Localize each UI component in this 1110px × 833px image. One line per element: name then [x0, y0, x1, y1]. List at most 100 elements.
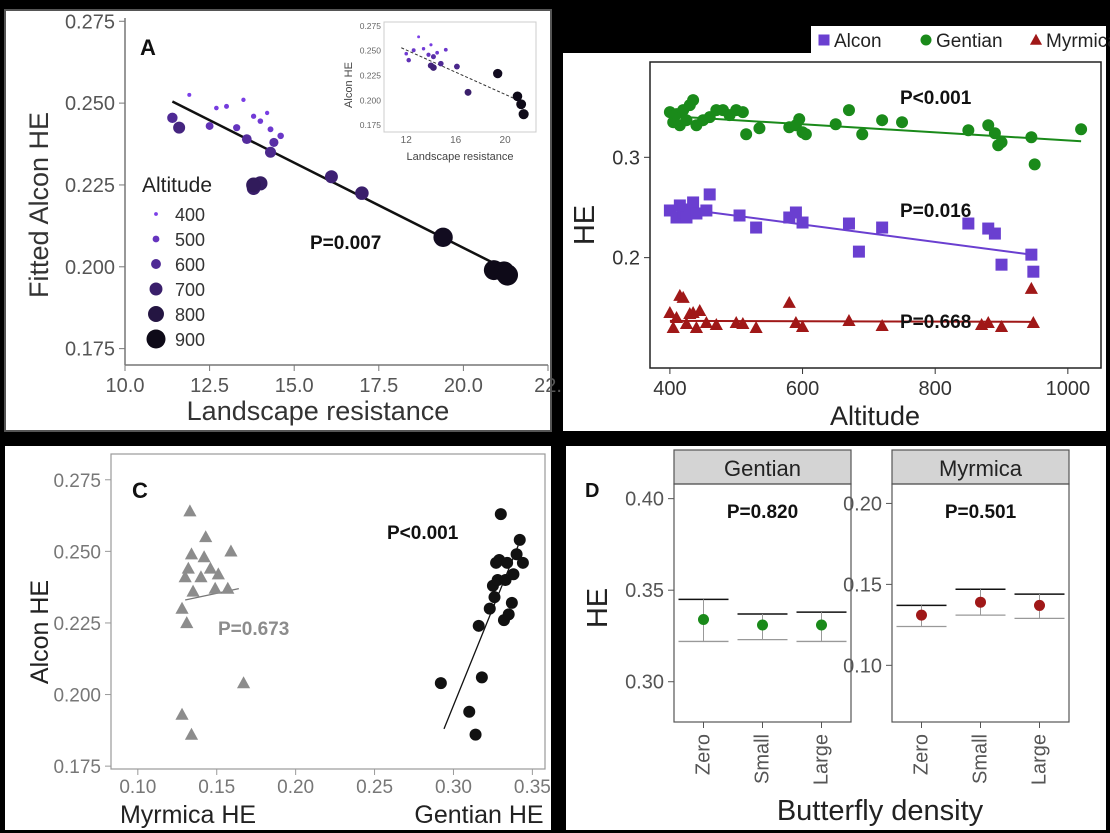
panel-a-inset-data-point: [406, 57, 411, 63]
panel-a-inset-data-point: [493, 68, 503, 79]
panel-a-inset-data-point: [430, 54, 436, 60]
panel-a-x-tick-label: 12.5: [190, 375, 229, 397]
panel-c-data-point: [513, 533, 526, 546]
panel-a-legend-title: Altitude: [142, 174, 212, 197]
panel-d-x-tick-label: Large: [1029, 734, 1051, 785]
panel-c-data-point: [175, 707, 189, 720]
panel-b-data-point-gentian: [896, 116, 909, 129]
panel-a-legend-label: 900: [175, 330, 205, 350]
panel-b-data-point-myrmica: [676, 290, 690, 303]
panel-a-data-point: [167, 112, 178, 124]
panel-d-y-tick-label: 0.15: [843, 574, 882, 596]
panel-c-data-point: [221, 581, 235, 594]
panel-a-inset-y-tick-label: 0.275: [360, 21, 382, 31]
panel-a-x-axis-label: Landscape resistance: [187, 396, 450, 426]
panel-d-p-value: P=0.820: [727, 502, 798, 523]
panel-a-legend-swatch: [148, 306, 164, 322]
panel-b-legend-swatch-myrmica: [1029, 33, 1043, 45]
panel-b-y-axis-label: HE: [569, 205, 601, 245]
panel-a-inset-data-point: [453, 63, 460, 70]
panel-a-trend-line: [171, 100, 512, 273]
panel-b-data-point-alcon: [687, 196, 700, 209]
panel-b-data-point-myrmica: [842, 314, 856, 326]
panel-d-x-tick-label: Large: [811, 734, 833, 785]
panel-b-x-tick-label: 800: [919, 378, 952, 400]
panel-a-inset-y-tick-label: 0.225: [360, 71, 382, 81]
panel-b-data-point-gentian: [1028, 158, 1041, 171]
panel-d-x-tick-label: Small: [752, 734, 774, 784]
panel-a-inset-y-tick-label: 0.200: [360, 95, 382, 105]
panel-b-data-point-myrmica: [1024, 281, 1038, 294]
panel-d-y-tick-label: 0.30: [625, 672, 664, 694]
panel-b-data-point-gentian: [740, 128, 753, 141]
panel-b-data-point-gentian: [736, 106, 749, 119]
panel-b-data-point-myrmica: [709, 318, 723, 330]
panel-a-x-tick-label: 20.0: [444, 375, 483, 397]
panel-b-data-point-myrmica: [693, 303, 707, 316]
panel-a-inset-data-point: [464, 88, 472, 96]
panel-c-data-point: [183, 504, 197, 517]
panel-a-legend-swatch: [152, 235, 160, 243]
panel-a-data-point: [246, 177, 262, 193]
panel-c-y-tick-label: 0.250: [53, 542, 101, 563]
panel-a-inset-y-tick-label: 0.175: [360, 120, 382, 130]
panel-c-data-point: [434, 677, 447, 690]
panel-c-x-tick-label: 0.10: [119, 777, 156, 798]
panel-c-x-axis-label-gentian: Gentian HE: [414, 801, 543, 829]
panel-c-letter: C: [132, 478, 148, 503]
panel-a-inset-data-point: [512, 91, 523, 102]
panel-b-data-point-gentian: [793, 113, 806, 126]
panel-a-data-point: [241, 134, 252, 145]
panel-b-legend-box: [811, 26, 1106, 54]
panel-c-y-axis-label: Alcon HE: [26, 580, 54, 684]
panel-a-inset-y-axis-label: Alcon HE: [343, 62, 355, 108]
panel-d-facet-title: Gentian: [724, 456, 801, 481]
panel-b-data-point-gentian: [876, 114, 889, 127]
panel-c-y-tick-label: 0.175: [53, 757, 101, 778]
panel-a-data-point: [250, 113, 257, 119]
panel-d-mean-point: [816, 619, 827, 631]
panel-c-data-point: [494, 508, 507, 521]
panel-d-mean-point: [975, 596, 986, 608]
panel-d-x-axis-label: Butterfly density: [777, 795, 984, 827]
panel-c-data-point: [178, 570, 192, 583]
panel-c-y-tick-label: 0.200: [53, 686, 101, 707]
panel-a-data-point: [173, 121, 186, 134]
panel-c: C Alcon HE Myrmica HE Gentian HE 0.175 0.…: [26, 453, 551, 829]
panel-c-data-point: [501, 556, 514, 569]
panel-c-x-tick-label: 0.25: [356, 777, 393, 798]
panel-a-inset-data-point: [516, 99, 527, 110]
panel-a-x-tick-label: 17.5: [359, 375, 398, 397]
panel-a-x-tick-label: 10.0: [106, 375, 145, 397]
panel-a-inset-data-point: [429, 43, 433, 47]
panel-b-data-point-alcon: [700, 204, 713, 217]
panel-b-data-point-gentian: [1075, 123, 1088, 136]
panel-b-data-point-myrmica: [1026, 316, 1040, 328]
panel-b-y-tick-label: 0.3: [612, 147, 640, 169]
panel-b-data-point-myrmica: [663, 305, 677, 318]
panel-c-x-axis-label-myrmica: Myrmica HE: [120, 801, 256, 829]
panel-d-y-axis-label: HE: [582, 588, 614, 628]
panel-a-legend-swatch: [149, 282, 163, 296]
panel-a-legend-swatch: [146, 329, 166, 349]
panel-a-inset-data-point: [438, 60, 444, 67]
panel-b-data-point-gentian: [962, 124, 975, 137]
panel-a-data-point: [241, 97, 246, 102]
panel-d-x-tick-label: Zero: [693, 734, 715, 775]
panel-b-legend-label-alcon: Alcon: [834, 31, 882, 52]
panel-a-inset-data-point: [443, 47, 448, 52]
panel-d-p-value: P=0.501: [945, 502, 1017, 523]
panel-b-data-point-gentian: [687, 94, 700, 107]
panel-a-data-point: [187, 92, 192, 97]
panel-c-x-tick-label: 0.15: [198, 777, 235, 798]
panel-c-y-tick-label: 0.225: [53, 614, 101, 635]
panel-c-data-point: [469, 728, 482, 741]
panel-c-data-point: [211, 567, 225, 580]
panel-a-y-tick-label: 0.175: [65, 339, 115, 361]
panel-a-data-point: [233, 124, 241, 132]
panel-c-y-tick-label: 0.275: [53, 471, 101, 492]
panel-d-letter: D: [585, 480, 599, 502]
panel-a-y-axis-label: Fitted Alcon HE: [24, 112, 54, 298]
panel-a-inset-x-tick-label: 20: [500, 135, 512, 146]
panel-a-letter: A: [140, 35, 156, 60]
